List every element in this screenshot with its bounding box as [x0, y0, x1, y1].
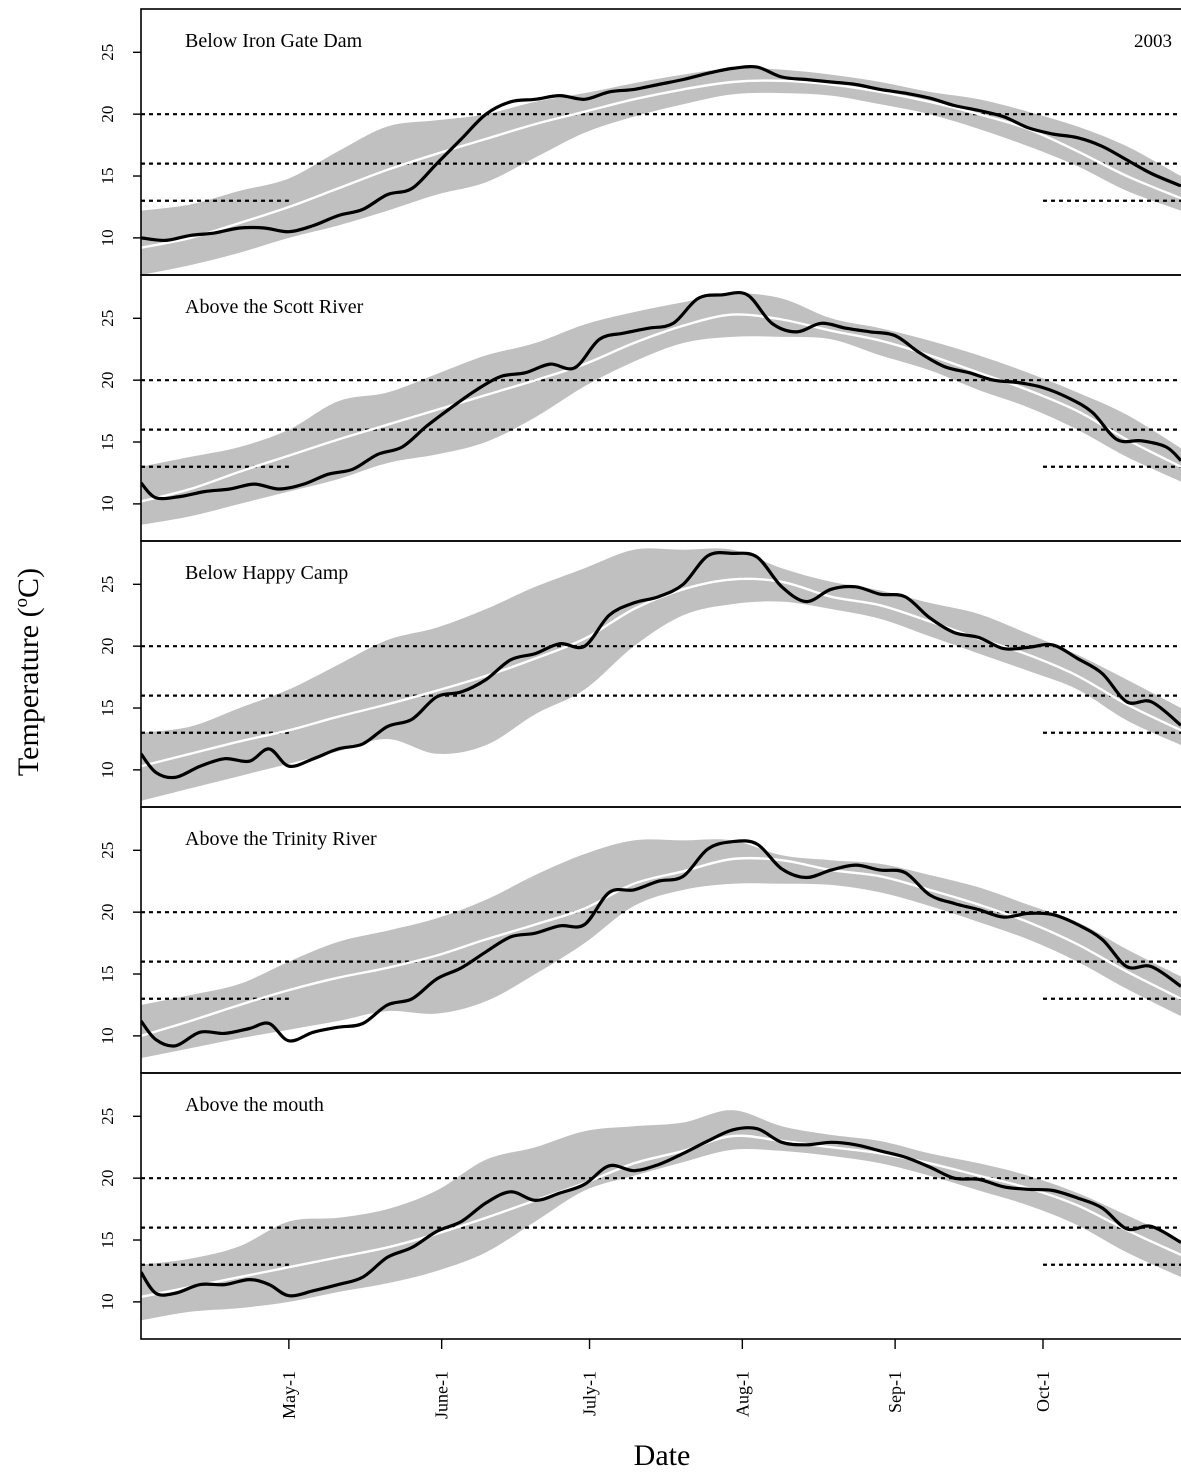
x-tick-label: June-1 — [432, 1371, 452, 1419]
y-tick-label: 20 — [98, 372, 117, 389]
panel-title: Below Happy Camp — [185, 562, 348, 584]
y-tick-label: 25 — [98, 44, 117, 61]
panel-plot-area — [141, 839, 1181, 1059]
y-tick-label: 10 — [98, 495, 117, 512]
y-tick-label: 20 — [98, 904, 117, 921]
panel-1: Below Iron Gate Dam 10 15 20 25 — [98, 8, 1181, 276]
panel-plot-area — [141, 1110, 1181, 1321]
range-band — [141, 293, 1181, 525]
panel-title: Below Iron Gate Dam — [185, 30, 363, 52]
y-tick-label: 20 — [98, 106, 117, 123]
panel-3: Below Happy Camp 10 15 20 25 — [98, 540, 1181, 808]
x-tick-label: Oct-1 — [1033, 1371, 1053, 1412]
y-tick-label: 10 — [98, 1027, 117, 1044]
y-tick-label: 25 — [98, 310, 117, 327]
y-tick-label: 25 — [98, 576, 117, 593]
y-tick-label: 10 — [98, 1293, 117, 1310]
observed-line — [141, 1126, 1181, 1298]
observed-line — [141, 64, 1181, 243]
y-tick-label: 15 — [98, 1232, 117, 1249]
mean-line — [141, 79, 1181, 249]
y-tick-label: 15 — [98, 700, 117, 717]
year-label: 2003 — [1134, 31, 1172, 52]
range-band — [141, 839, 1181, 1059]
y-tick-label: 15 — [98, 434, 117, 451]
panel-title: Above the mouth — [185, 1094, 324, 1116]
y-axis-label: Temperature (oC) — [11, 568, 45, 776]
panel-4: Above the Trinity River 10 15 20 25 — [98, 806, 1181, 1074]
x-tick-label: Sep-1 — [885, 1371, 905, 1413]
y-tick-label: 15 — [98, 168, 117, 185]
panel-title: Above the Trinity River — [185, 828, 377, 850]
panel-5: Above the mouth 10 15 20 25 — [98, 1072, 1181, 1340]
mean-line — [141, 856, 1181, 1038]
x-tick-label: Aug-1 — [732, 1371, 752, 1417]
observed-line — [141, 839, 1181, 1048]
observed-line — [141, 551, 1181, 780]
y-tick-label: 15 — [98, 966, 117, 983]
y-tick-label: 25 — [98, 1108, 117, 1125]
y-tick-label: 20 — [98, 1170, 117, 1187]
panel-frame — [140, 1072, 1181, 1340]
panel-plot-area — [141, 64, 1181, 275]
y-tick-label: 10 — [98, 229, 117, 246]
range-band — [141, 1110, 1181, 1321]
panel-2: Above the Scott River 10 15 20 25 — [98, 274, 1181, 542]
observed-line — [141, 290, 1181, 501]
panel-plot-area — [141, 290, 1181, 525]
x-axis-label: Date — [634, 1439, 691, 1472]
mean-line — [141, 1134, 1181, 1299]
y-tick-label: 10 — [98, 761, 117, 778]
y-tick-label: 25 — [98, 842, 117, 859]
panel-title: Above the Scott River — [185, 296, 364, 318]
y-tick-label: 20 — [98, 638, 117, 655]
range-band — [141, 548, 1181, 801]
range-band — [141, 68, 1181, 275]
panel-plot-area — [141, 548, 1181, 801]
x-tick-label: May-1 — [279, 1371, 299, 1419]
x-tick-label: July-1 — [580, 1371, 600, 1416]
